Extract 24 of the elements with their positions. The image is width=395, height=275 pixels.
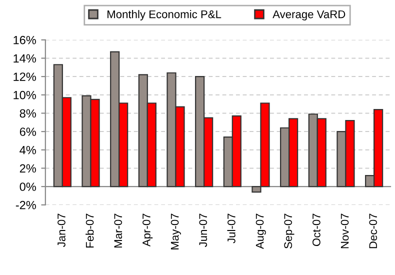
y-tick-label: 16% bbox=[14, 36, 36, 44]
y-tick-label: 12% bbox=[14, 72, 36, 81]
x-tick-label: Sep-07 bbox=[284, 214, 294, 249]
x-tick-label: Apr-07 bbox=[142, 214, 153, 247]
x-tick-label: Aug-07 bbox=[256, 214, 266, 250]
y-tick-label: 0% bbox=[20, 182, 36, 191]
x-tick-label: Jul-07 bbox=[227, 214, 236, 244]
y-tick-label: 4% bbox=[20, 146, 36, 154]
y-tick-label: 14% bbox=[14, 54, 36, 63]
x-tick-label: Dec-07 bbox=[369, 214, 378, 248]
y-tick-label: 2% bbox=[20, 164, 36, 173]
x-tick-label: Nov-07 bbox=[340, 214, 349, 248]
legend-label: Monthly Economic P&L bbox=[108, 10, 222, 20]
y-tick-label: -2% bbox=[16, 200, 36, 210]
y-tick-label: 10% bbox=[14, 90, 36, 100]
x-tick-label: Mar-07 bbox=[114, 214, 122, 248]
y-tick-label: 8% bbox=[20, 109, 36, 118]
y-tick-label: 6% bbox=[20, 128, 36, 136]
x-tick-label: Feb-07 bbox=[86, 214, 94, 248]
x-tick-label: May-07 bbox=[170, 214, 181, 250]
legend-label: Average VaRD bbox=[272, 10, 346, 20]
x-tick-label: Jan-07 bbox=[58, 214, 66, 248]
x-tick-label: Oct-07 bbox=[312, 214, 320, 246]
x-tick-label: Jun-07 bbox=[199, 214, 208, 248]
